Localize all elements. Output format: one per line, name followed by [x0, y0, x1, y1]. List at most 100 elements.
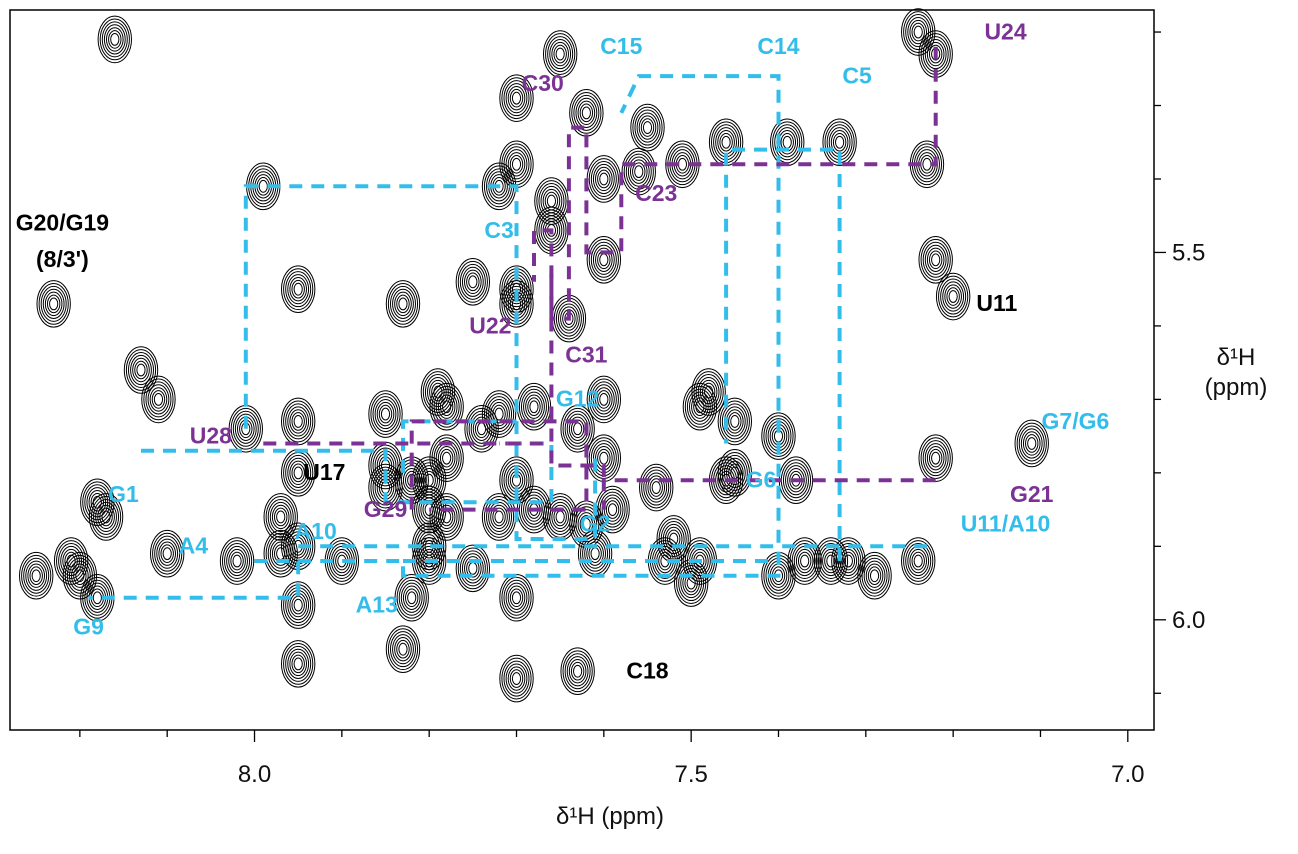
purple-walk-3: [601, 478, 936, 510]
peak-71: [499, 573, 534, 622]
peak-74: [857, 551, 892, 600]
peak-66: [53, 537, 89, 585]
blue-walk-7: [401, 419, 517, 473]
blue-label-1: C14: [757, 33, 799, 59]
x-tick-label: 8.0: [238, 761, 271, 788]
blue-walk-1: [243, 184, 598, 541]
purple-label-1: C30: [522, 70, 564, 96]
blue-label-0: C15: [600, 33, 642, 59]
purple-label-5: U28: [190, 422, 232, 448]
peak-21: [280, 265, 316, 313]
x-tick-label: 7.5: [674, 761, 707, 788]
blue-label-7: G1: [108, 481, 139, 507]
peak-42: [464, 404, 499, 453]
purple-label-4: C31: [565, 342, 607, 368]
blue-label-11: U11/A10: [961, 511, 1051, 537]
peak-39: [280, 397, 316, 446]
peak-73: [813, 537, 849, 585]
peak-6: [770, 118, 805, 167]
peak-54: [263, 493, 298, 541]
peak-0: [542, 30, 578, 78]
peak-contours: [18, 8, 1049, 703]
purple-walk-0: [532, 46, 938, 321]
purple-walk-4: [409, 419, 589, 512]
peak-18: [621, 147, 656, 196]
plot-frame: [9, 9, 1155, 731]
peak-16: [534, 177, 569, 225]
peak-38: [717, 397, 753, 446]
y-axis-label-line2: (ppm): [1205, 374, 1268, 401]
peak-85: [1014, 419, 1049, 468]
peak-53: [88, 493, 124, 541]
peak-55: [219, 537, 255, 585]
peak-28: [141, 375, 176, 424]
blue-label-10: G2: [580, 511, 611, 537]
y-axis-label-line1: δ¹H: [1217, 344, 1256, 371]
peak-36: [691, 368, 726, 416]
blue-label-8: A4: [179, 533, 209, 559]
blue-label-9: A10: [295, 518, 337, 544]
peak-1: [499, 74, 534, 122]
assignment-labels: C15 C14 C5 C3 G12 G7/G6 G6 G1 A4 A10 G2 U11/A10 A13 G…: [16, 18, 1110, 683]
peak-80: [385, 625, 421, 673]
peak-88: [542, 493, 578, 541]
peak-76: [149, 529, 185, 578]
purple-label-6: G21: [1010, 481, 1054, 507]
peak-13: [586, 235, 622, 284]
peak-34: [560, 404, 595, 453]
peak-84: [901, 8, 936, 56]
blue-walk-4: [298, 74, 781, 578]
peak-31: [429, 382, 464, 431]
x-axis-label: δ¹H (ppm): [556, 803, 664, 830]
peak-30: [368, 390, 403, 438]
black-label-3: U17: [303, 459, 345, 485]
purple-label-2: C23: [635, 180, 677, 206]
y-tick-label: 6.0: [1172, 607, 1205, 634]
blue-walk-2: [88, 559, 301, 600]
blue-label-12: A13: [356, 591, 398, 617]
peak-75: [901, 537, 936, 585]
black-label-4: C18: [626, 658, 668, 684]
peak-79: [280, 640, 316, 688]
peak-29: [420, 368, 456, 416]
x-tick-label: 7.0: [1111, 761, 1144, 788]
peak-35: [586, 375, 622, 424]
peak-25: [918, 235, 953, 284]
blue-label-3: C3: [484, 217, 513, 243]
peak-41: [918, 434, 953, 482]
peak-69: [455, 544, 491, 593]
purple-label-3: U22: [469, 312, 511, 338]
connectivity-walks: [88, 46, 938, 600]
blue-label-4: G12: [556, 386, 599, 412]
peak-82: [499, 654, 534, 703]
y-tick-label: 5.5: [1172, 239, 1205, 266]
blue-label-13: G9: [73, 613, 104, 639]
blue-label-2: C5: [842, 62, 872, 88]
x-axis: 8.0 7.5 7.0: [79, 730, 1144, 788]
peak-81: [560, 647, 595, 696]
peak-26: [935, 272, 971, 321]
peak-27: [123, 346, 159, 394]
peak-63: [787, 537, 822, 585]
peak-70: [394, 573, 429, 622]
blue-label-5: G7/G6: [1042, 408, 1110, 434]
peak-22: [385, 280, 421, 328]
peak-43: [429, 434, 464, 482]
purple-label-7: G29: [364, 496, 407, 522]
peak-20: [36, 280, 71, 328]
black-label-0: G20/G19: [16, 209, 109, 235]
black-label-2: U11: [976, 290, 1017, 316]
peak-37: [682, 382, 718, 431]
peak-50: [639, 463, 674, 512]
purple-label-0: U24: [984, 18, 1026, 44]
blue-walk-6: [724, 147, 842, 561]
purple-walk-2: [549, 274, 606, 481]
peak-17: [586, 155, 622, 203]
blue-label-6: G6: [746, 467, 777, 493]
peak-4: [630, 103, 665, 152]
peak-65: [18, 551, 54, 600]
peak-83: [97, 15, 132, 64]
black-label-1: (8/3'): [36, 246, 89, 272]
y-axis: 5.5 6.0: [1154, 31, 1205, 694]
